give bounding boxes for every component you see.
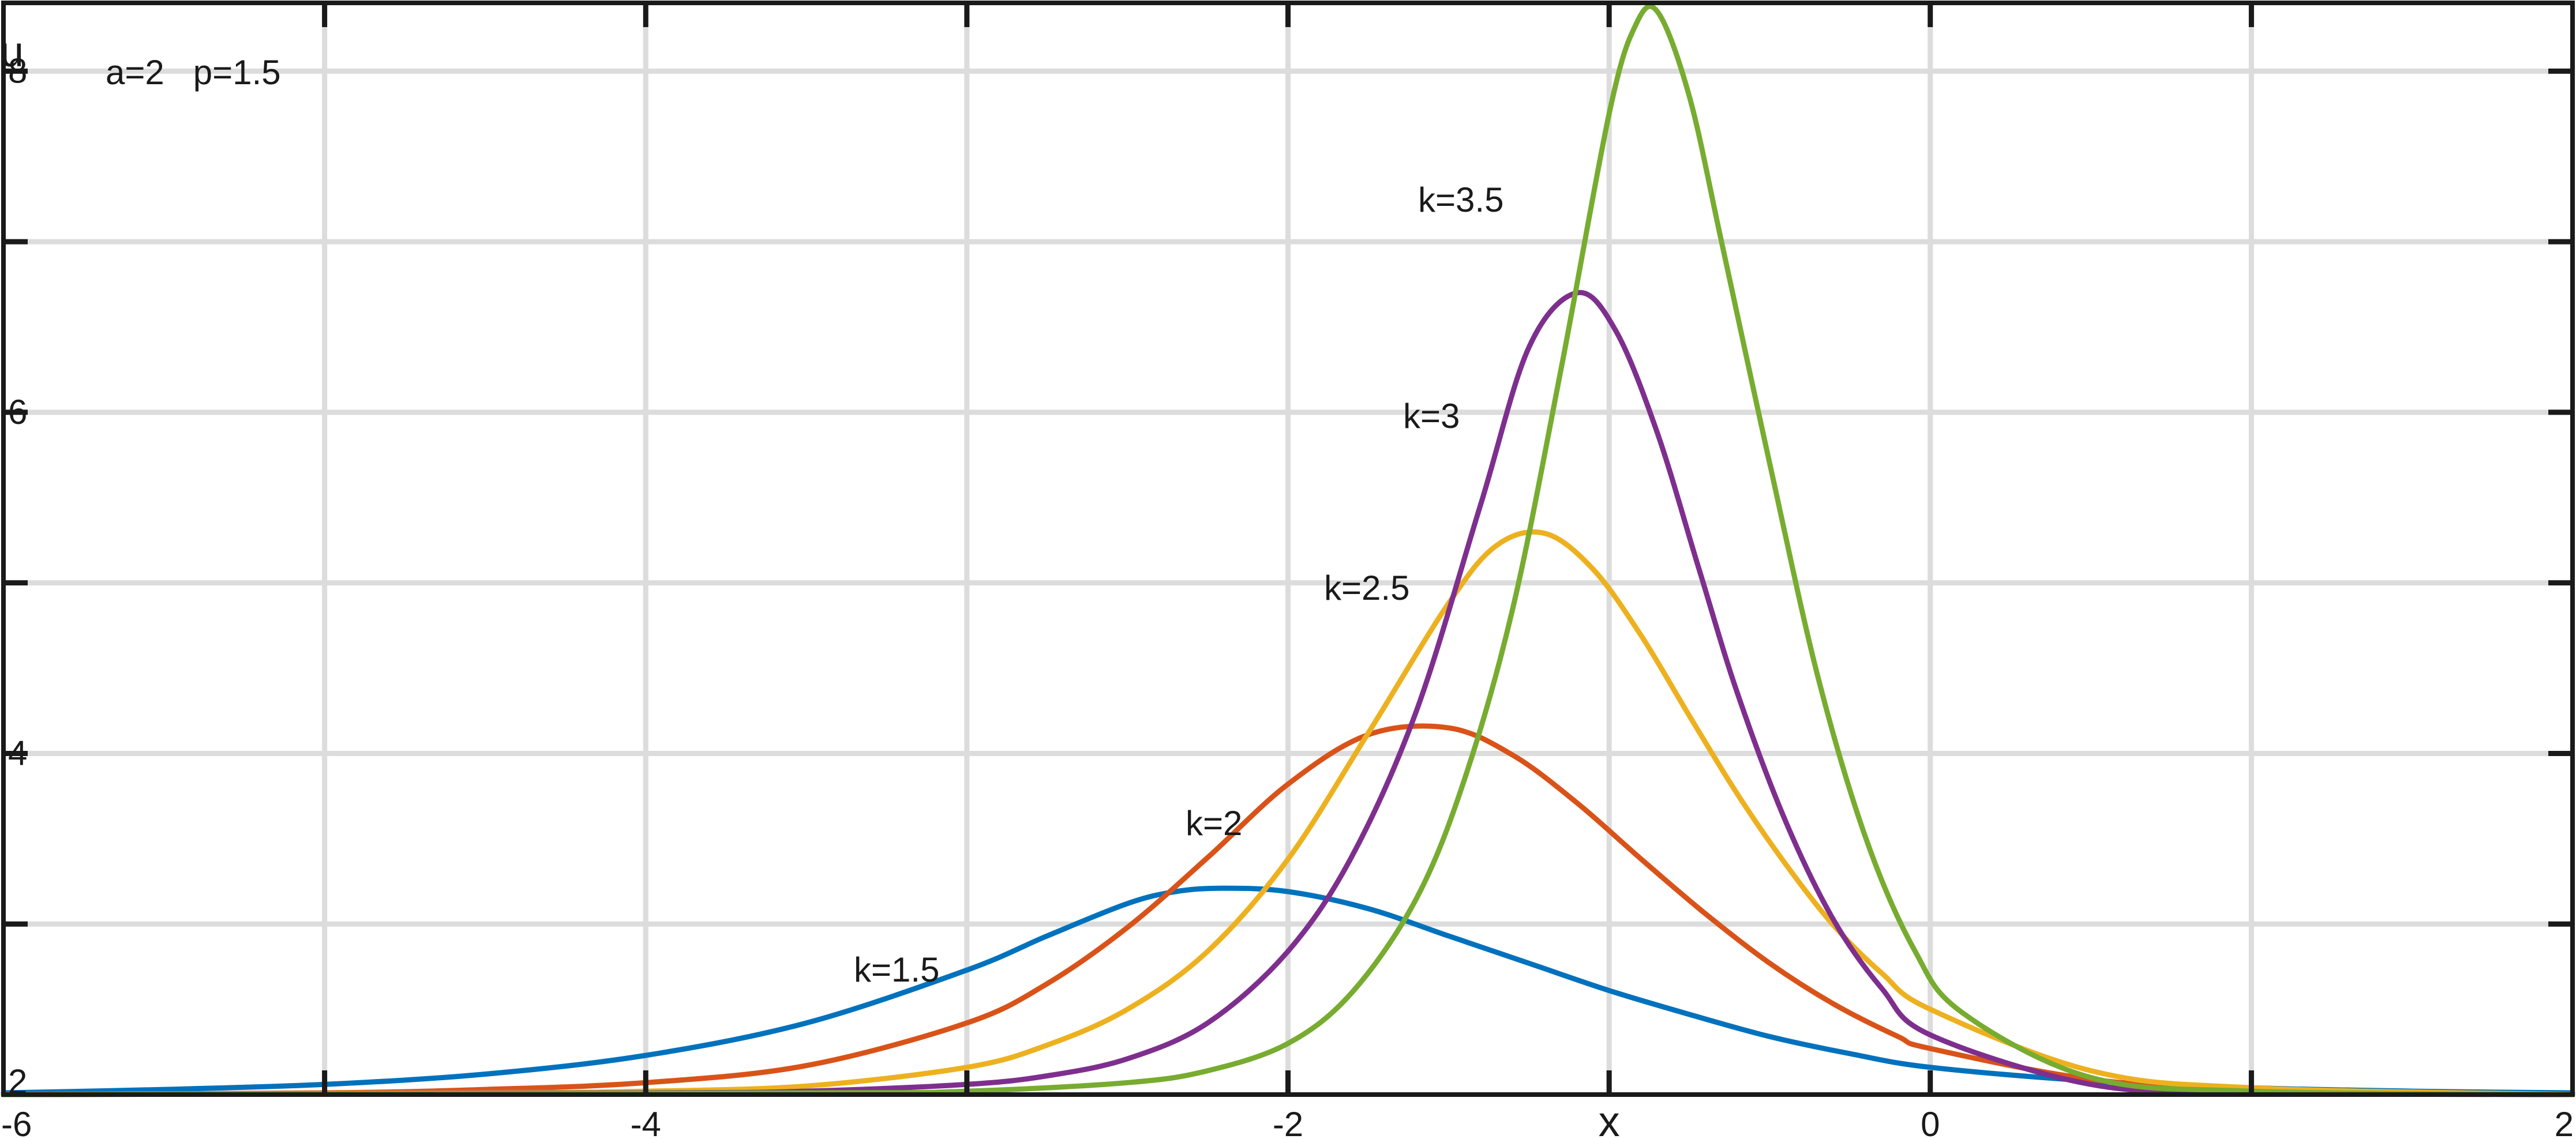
y-tick-label: 4 bbox=[8, 734, 27, 772]
tick-labels: -6 -4 -2 0 2 2 4 6 8 bbox=[1, 51, 2574, 1139]
series-line-k=3 bbox=[1, 290, 2575, 1097]
y-tick-label: 8 bbox=[8, 51, 27, 90]
y-axis-label: u bbox=[0, 28, 24, 76]
series-label-k=3.5: k=3.5 bbox=[1418, 181, 1503, 219]
axes bbox=[1, 1, 2575, 1097]
x-tick-label: 2 bbox=[2555, 1105, 2574, 1139]
series-label-k=3: k=3 bbox=[1403, 397, 1460, 435]
series-label-k=2.5: k=2.5 bbox=[1324, 569, 1409, 607]
series-labels: k=1.5 k=2 k=2.5 k=3 k=3.5 bbox=[854, 181, 1503, 989]
series-line-k=2.5 bbox=[1, 529, 2575, 1097]
series-lines bbox=[1, 3, 2575, 1097]
x-axis-label: x bbox=[1599, 1097, 1620, 1139]
series-label-k=1.5: k=1.5 bbox=[854, 950, 939, 989]
x-tick-label: -6 bbox=[1, 1105, 32, 1139]
x-tick-label: -2 bbox=[1273, 1105, 1303, 1139]
series-label-k=2: k=2 bbox=[1186, 804, 1242, 843]
series-line-k=3.5 bbox=[1, 3, 2575, 1097]
series-line-k=1.5 bbox=[1, 885, 2575, 1096]
y-tick-label: 6 bbox=[8, 393, 27, 431]
parameter-annotation: a=2 p=1.5 bbox=[106, 53, 281, 92]
y-tick-label: 2 bbox=[8, 1062, 27, 1101]
series-line-k=2 bbox=[1, 723, 2575, 1097]
x-tick-label: 0 bbox=[1921, 1105, 1940, 1139]
grid-lines bbox=[3, 3, 2573, 1095]
x-tick-label: -4 bbox=[631, 1105, 661, 1139]
